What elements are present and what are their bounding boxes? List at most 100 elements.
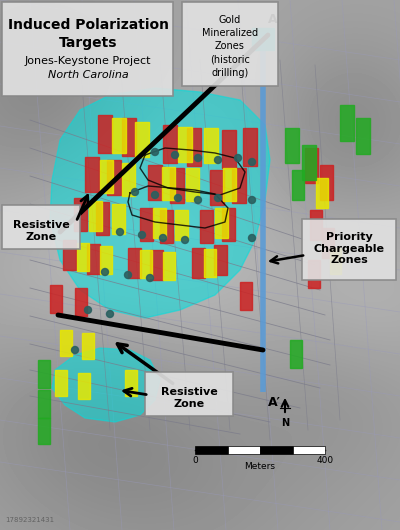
- Bar: [77, 243, 89, 271]
- FancyBboxPatch shape: [182, 2, 278, 86]
- Circle shape: [234, 155, 242, 162]
- Bar: [186, 168, 199, 201]
- Bar: [330, 248, 341, 274]
- Circle shape: [214, 156, 222, 163]
- Bar: [140, 250, 152, 278]
- Text: Resistive
Zone: Resistive Zone: [161, 387, 217, 409]
- Bar: [87, 244, 100, 274]
- Circle shape: [172, 152, 178, 158]
- Circle shape: [152, 148, 158, 155]
- Circle shape: [214, 195, 222, 201]
- Bar: [128, 248, 141, 278]
- Bar: [260, 446, 292, 454]
- Bar: [285, 128, 299, 163]
- Bar: [96, 202, 109, 235]
- Circle shape: [102, 269, 108, 276]
- Polygon shape: [52, 348, 160, 422]
- Bar: [232, 168, 246, 203]
- Text: Induced Polarization: Induced Polarization: [8, 18, 168, 32]
- FancyBboxPatch shape: [2, 2, 173, 96]
- Bar: [38, 360, 50, 388]
- Circle shape: [194, 155, 202, 162]
- FancyBboxPatch shape: [302, 219, 396, 280]
- Bar: [60, 330, 72, 356]
- Polygon shape: [50, 88, 270, 318]
- Text: 17892321431: 17892321431: [5, 517, 54, 523]
- Bar: [89, 201, 102, 231]
- Bar: [162, 167, 175, 200]
- Bar: [252, 28, 274, 50]
- Circle shape: [138, 232, 146, 239]
- Bar: [75, 288, 87, 316]
- Bar: [55, 370, 67, 396]
- FancyBboxPatch shape: [2, 205, 80, 249]
- Bar: [240, 282, 252, 310]
- Bar: [100, 160, 113, 193]
- Circle shape: [174, 195, 182, 201]
- Circle shape: [152, 191, 158, 199]
- Bar: [170, 168, 184, 203]
- Bar: [112, 118, 126, 153]
- Bar: [222, 208, 235, 241]
- Circle shape: [160, 234, 166, 242]
- Bar: [302, 145, 316, 180]
- Circle shape: [124, 271, 132, 278]
- Bar: [223, 168, 236, 201]
- Circle shape: [146, 275, 154, 281]
- Bar: [290, 340, 302, 368]
- Circle shape: [248, 197, 256, 204]
- Circle shape: [106, 311, 114, 317]
- Bar: [125, 370, 137, 396]
- Bar: [316, 178, 328, 208]
- Bar: [292, 446, 325, 454]
- Bar: [340, 105, 354, 141]
- Bar: [82, 333, 94, 359]
- Bar: [214, 245, 227, 275]
- Bar: [308, 260, 320, 288]
- Circle shape: [194, 197, 202, 204]
- Bar: [85, 157, 99, 192]
- Text: North Carolina: North Carolina: [48, 70, 128, 80]
- Bar: [107, 160, 121, 195]
- Circle shape: [84, 306, 92, 314]
- Bar: [200, 210, 213, 243]
- Circle shape: [72, 347, 78, 354]
- Bar: [74, 198, 87, 231]
- Bar: [150, 250, 163, 280]
- FancyBboxPatch shape: [145, 372, 233, 416]
- Bar: [204, 249, 216, 277]
- Bar: [122, 163, 135, 196]
- Bar: [140, 208, 153, 241]
- Bar: [78, 373, 90, 399]
- Circle shape: [182, 236, 188, 243]
- Bar: [160, 210, 173, 243]
- Bar: [215, 208, 228, 238]
- Bar: [98, 115, 112, 153]
- Bar: [322, 228, 334, 258]
- Bar: [222, 130, 236, 168]
- Text: Targets: Targets: [59, 36, 117, 50]
- Text: Jones-Keystone Project: Jones-Keystone Project: [25, 56, 151, 66]
- Bar: [63, 240, 76, 270]
- Text: 400: 400: [316, 456, 334, 465]
- Bar: [112, 204, 125, 234]
- Circle shape: [132, 189, 138, 196]
- Bar: [356, 118, 370, 154]
- Bar: [228, 446, 260, 454]
- Bar: [38, 418, 50, 444]
- Bar: [148, 165, 162, 200]
- Bar: [210, 170, 224, 205]
- Circle shape: [248, 158, 256, 165]
- Text: N: N: [281, 418, 289, 428]
- Text: Resistive
Zone: Resistive Zone: [13, 220, 69, 242]
- Bar: [192, 248, 205, 278]
- Bar: [320, 165, 333, 200]
- Text: Meters: Meters: [244, 462, 276, 471]
- Bar: [195, 446, 228, 454]
- Bar: [243, 128, 257, 166]
- Bar: [153, 208, 166, 238]
- Bar: [187, 128, 201, 166]
- Text: Gold
Mineralized
Zones
(historic
drilling): Gold Mineralized Zones (historic drillin…: [202, 15, 258, 78]
- Circle shape: [116, 228, 124, 235]
- Bar: [204, 128, 218, 163]
